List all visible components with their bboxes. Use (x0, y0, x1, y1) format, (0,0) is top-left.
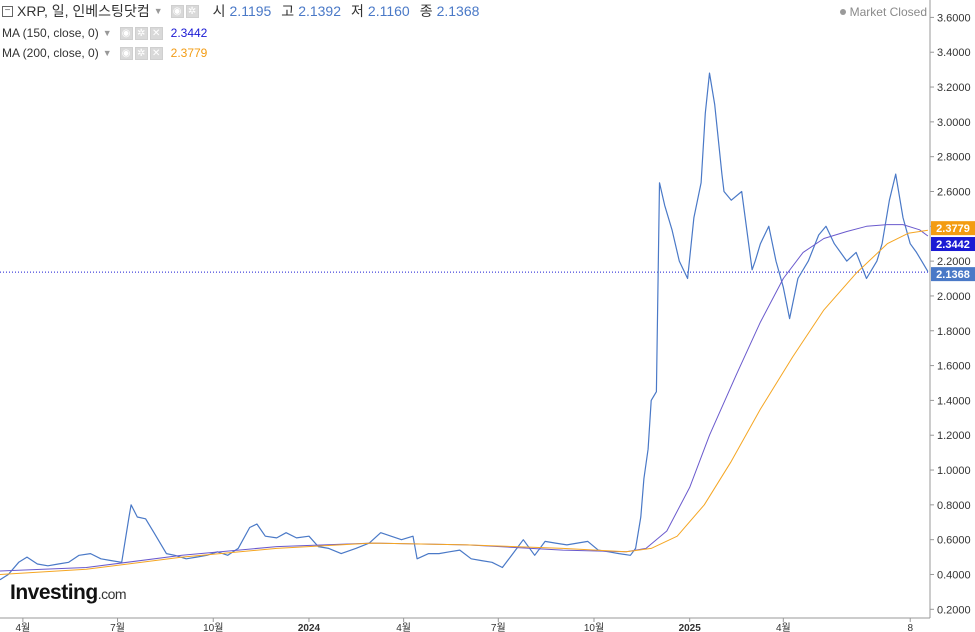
gear-icon[interactable]: ✲ (185, 4, 199, 18)
close-icon[interactable]: ✕ (149, 46, 163, 60)
gear-icon[interactable]: ✲ (134, 26, 148, 40)
logo-suffix: .com (97, 586, 127, 602)
close-value: 2.1368 (436, 3, 480, 19)
x-tick-label: 10월 (203, 622, 223, 632)
logo-main: Investing (10, 581, 98, 604)
x-tick-label: 4월 (776, 622, 791, 632)
y-tick-label: 1.0000 (937, 465, 971, 477)
high-label: 고 (281, 3, 295, 19)
y-tick-label: 3.0000 (937, 117, 971, 129)
ma150-value: 2.3442 (170, 26, 208, 40)
x-tick-label: 7월 (491, 622, 506, 632)
low-label: 저 (351, 3, 364, 19)
chevron-down-icon[interactable]: ▼ (102, 48, 112, 58)
close-icon[interactable]: ✕ (149, 26, 163, 40)
y-tick-label: 0.4000 (937, 569, 971, 581)
indicator-legend-ma200: MA (200, close, 0) ▼ ◉ ✲ ✕ 2.3779 (2, 45, 207, 61)
y-tick-label: 2.2000 (937, 256, 971, 268)
open-value: 2.1195 (229, 3, 272, 19)
eye-icon[interactable]: ◉ (119, 26, 133, 40)
y-tick-label: 0.8000 (937, 500, 971, 512)
market-status: Market Closed (839, 5, 927, 19)
ma200-series-line (0, 229, 928, 575)
status-dot-icon (839, 9, 846, 15)
x-tick-label: 10월 (584, 622, 604, 632)
symbol-title: XRP, 일, 인베스팅닷컴 (17, 3, 150, 19)
price-series-line (0, 72, 929, 581)
y-tick-label: 1.8000 (937, 326, 971, 338)
chevron-down-icon[interactable]: ▼ (153, 6, 163, 16)
y-tick-label: 1.6000 (937, 361, 971, 373)
ma150-label: MA (150, close, 0) (2, 26, 99, 40)
x-tick-label: 4월 (396, 622, 411, 632)
y-tick-label: 3.6000 (937, 12, 971, 24)
y-tick-label: 1.2000 (937, 430, 971, 442)
ma200-label: MA (200, close, 0) (2, 46, 99, 60)
eye-icon[interactable]: ◉ (119, 46, 133, 60)
y-tick-label: 1.4000 (937, 395, 971, 407)
x-tick-label: 7월 (110, 622, 125, 632)
low-value: 2.1160 (367, 3, 410, 19)
ma200-value: 2.3779 (170, 46, 208, 60)
x-tick-label: 8 (907, 623, 913, 632)
ma150-series-line (0, 224, 929, 572)
high-value: 2.1392 (298, 3, 342, 19)
close-label: 종 (419, 3, 433, 19)
eye-icon[interactable]: ◉ (170, 4, 184, 18)
ma150-price-badge (931, 237, 975, 252)
last-price-badge-text: 2.1368 (936, 269, 970, 281)
investing-logo: Investing.com (10, 581, 127, 605)
y-tick-label: 0.2000 (937, 604, 971, 616)
chevron-down-icon[interactable]: ▼ (102, 28, 112, 38)
y-tick-label: 0.6000 (937, 535, 971, 547)
x-tick-label: 4월 (16, 622, 31, 632)
y-tick-label: 2.0000 (937, 291, 971, 303)
market-status-text: Market Closed (849, 5, 927, 19)
open-label: 시 (212, 3, 226, 19)
collapse-legend-icon[interactable]: − (2, 5, 13, 17)
ma200-price-badge-text: 2.3779 (936, 223, 970, 235)
y-tick-label: 2.8000 (937, 152, 971, 164)
ma200-price-badge (931, 221, 975, 236)
indicator-controls: ◉ ✲ ✕ (119, 26, 163, 40)
x-tick-label: 2025 (679, 623, 702, 632)
x-tick-label: 2024 (298, 623, 321, 632)
y-tick-label: 2.6000 (937, 186, 971, 198)
indicator-controls: ◉ ✲ ✕ (119, 46, 163, 60)
gear-icon[interactable]: ✲ (134, 46, 148, 60)
ma150-price-badge-text: 2.3442 (936, 239, 970, 251)
last-price-badge (931, 267, 975, 282)
indicator-legend-ma150: MA (150, close, 0) ▼ ◉ ✲ ✕ 2.3442 (2, 25, 207, 41)
series-controls: ◉ ✲ (170, 4, 199, 18)
y-tick-label: 3.2000 (937, 82, 971, 94)
y-tick-label: 3.4000 (937, 47, 971, 59)
